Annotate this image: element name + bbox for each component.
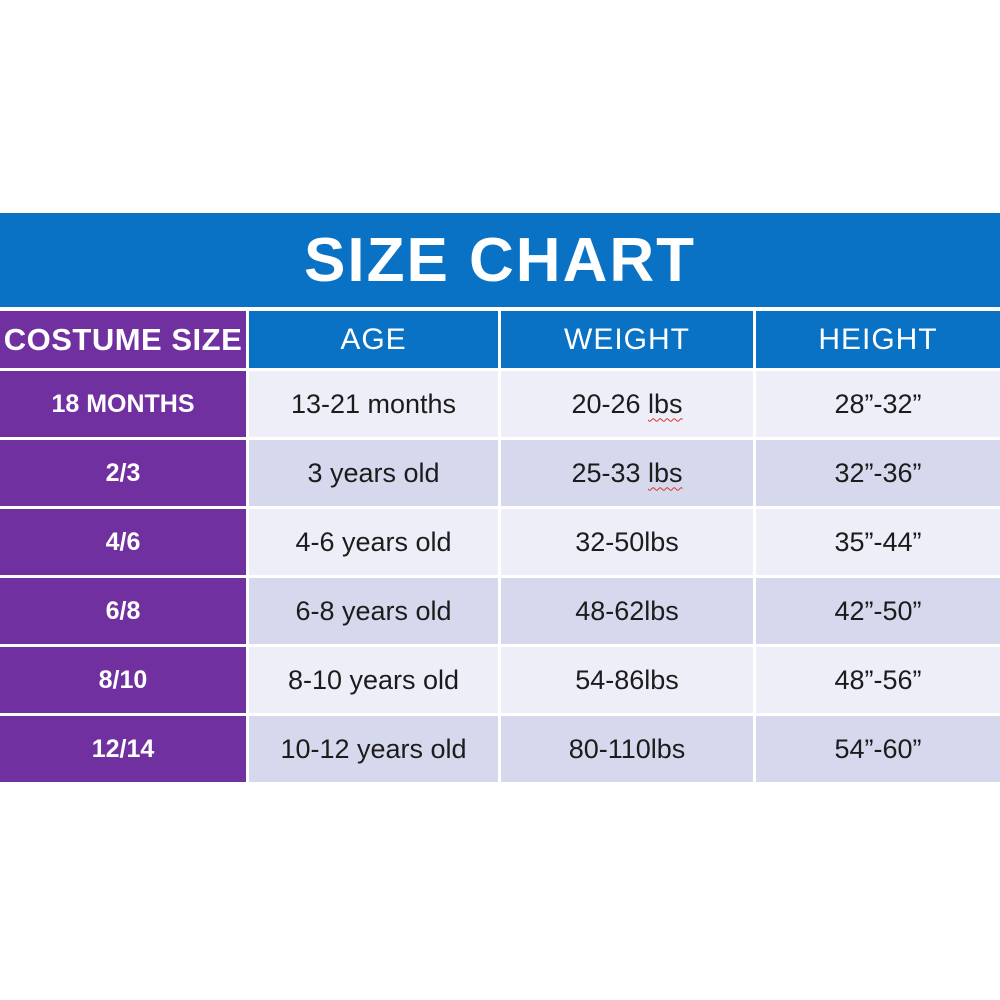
column-header-height: HEIGHT	[756, 311, 1000, 368]
table-cell-height: 32”-36”	[756, 440, 1000, 506]
table-cell-age: 4-6 years old	[249, 509, 498, 575]
chart-title: SIZE CHART	[304, 225, 696, 295]
table-cell-height: 42”-50”	[756, 578, 1000, 644]
table-cell-weight: 25-33 lbs	[501, 440, 753, 506]
row-label-12-14: 12/14	[0, 716, 246, 782]
table-cell-weight: 54-86lbs	[501, 647, 753, 713]
size-chart: SIZE CHART COSTUME SIZE AGE WEIGHT HEIGH…	[0, 213, 1000, 782]
table-cell-weight: 20-26 lbs	[501, 371, 753, 437]
table-cell-age: 3 years old	[249, 440, 498, 506]
column-header-age: AGE	[249, 311, 498, 368]
weight-value: 25-33	[571, 457, 649, 488]
weight-unit-misspell-squiggle: lbs	[648, 388, 683, 419]
row-label-6-8: 6/8	[0, 578, 246, 644]
row-label-4-6: 4/6	[0, 509, 246, 575]
table-cell-age: 10-12 years old	[249, 716, 498, 782]
table-cell-weight: 32-50lbs	[501, 509, 753, 575]
column-header-costume-size: COSTUME SIZE	[0, 311, 246, 368]
table-cell-age: 6-8 years old	[249, 578, 498, 644]
table-cell-height: 28”-32”	[756, 371, 1000, 437]
table-cell-height: 54”-60”	[756, 716, 1000, 782]
weight-unit-misspell-squiggle: lbs	[648, 457, 683, 488]
table-cell-height: 35”-44”	[756, 509, 1000, 575]
table-cell-age: 13-21 months	[249, 371, 498, 437]
table-cell-weight: 48-62lbs	[501, 578, 753, 644]
weight-value: 48-62lbs	[575, 595, 679, 626]
row-label-8-10: 8/10	[0, 647, 246, 713]
weight-value: 32-50lbs	[575, 526, 679, 557]
chart-title-band: SIZE CHART	[0, 213, 1000, 307]
weight-value: 54-86lbs	[575, 664, 679, 695]
table-cell-height: 48”-56”	[756, 647, 1000, 713]
weight-value: 20-26	[571, 388, 649, 419]
size-table: COSTUME SIZE AGE WEIGHT HEIGHT 18 MONTHS…	[0, 311, 1000, 782]
weight-value: 80-110lbs	[568, 733, 686, 764]
row-label-18-months: 18 MONTHS	[0, 371, 246, 437]
table-cell-weight: 80-110lbs	[501, 716, 753, 782]
row-label-2-3: 2/3	[0, 440, 246, 506]
column-header-weight: WEIGHT	[501, 311, 753, 368]
table-cell-age: 8-10 years old	[249, 647, 498, 713]
